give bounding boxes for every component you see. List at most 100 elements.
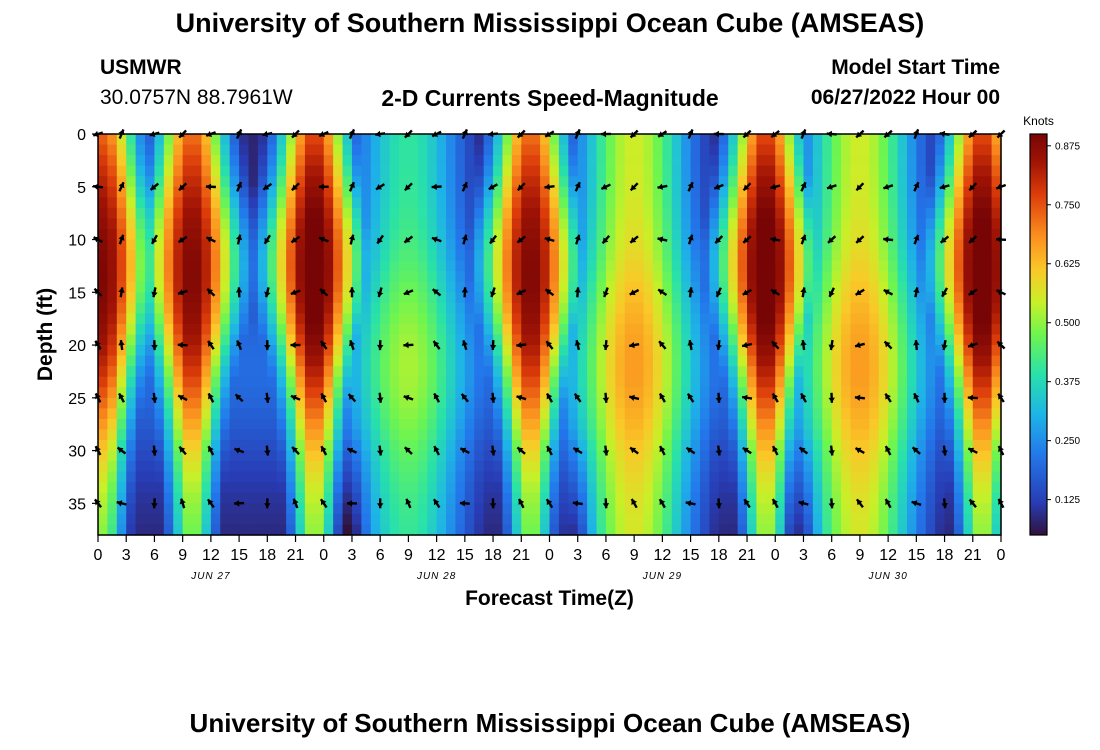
heatmap-cell [276, 387, 287, 399]
heatmap-cell [775, 450, 786, 462]
heatmap-cell [483, 271, 494, 283]
heatmap-cell [98, 429, 109, 441]
heatmap-cell [577, 471, 588, 483]
heatmap-cell [239, 471, 250, 483]
heatmap-cell [145, 250, 156, 262]
heatmap-cell [436, 271, 447, 283]
heatmap-cell [257, 450, 268, 462]
heatmap-cell [916, 165, 927, 177]
heatmap-cell [399, 524, 410, 536]
heatmap-cell [577, 408, 588, 420]
heatmap-cell [953, 186, 964, 198]
heatmap-cell [399, 197, 410, 209]
heatmap-cell [897, 345, 908, 357]
heatmap-cell [972, 387, 983, 399]
current-vector [546, 445, 553, 456]
heatmap-cell [333, 482, 344, 494]
heatmap-cell [98, 260, 109, 272]
current-vector [151, 392, 158, 403]
heatmap-cell [511, 165, 522, 177]
vector-head [320, 341, 327, 347]
heatmap-cell [812, 461, 823, 473]
heatmap-cell [681, 450, 692, 462]
heatmap-cell [662, 429, 673, 441]
heatmap-cell [615, 482, 626, 494]
heatmap-cell [248, 345, 259, 357]
heatmap-cell [568, 165, 579, 177]
heatmap-cell [747, 366, 758, 378]
heatmap-cell [502, 155, 513, 167]
heatmap-cell [737, 513, 748, 526]
heatmap-cell [220, 408, 231, 420]
heatmap-cell [925, 323, 936, 336]
heatmap-cell [182, 450, 193, 462]
heatmap-cell [267, 250, 278, 262]
current-vector [967, 288, 978, 297]
heatmap-cell [662, 503, 673, 515]
heatmap-cell [812, 228, 823, 241]
heatmap-cell [314, 250, 325, 262]
heatmap-cell [747, 323, 758, 336]
heatmap-cell [229, 228, 240, 241]
heatmap-cell [351, 260, 362, 272]
heatmap-cell [841, 366, 852, 378]
heatmap-cell [700, 408, 711, 420]
current-vector [431, 236, 442, 243]
heatmap-cell [831, 334, 842, 346]
heatmap-cell [775, 482, 786, 494]
heatmap-cell [784, 334, 795, 346]
heatmap-cell [803, 155, 814, 167]
heatmap-cell [841, 197, 852, 209]
heatmap-cell [953, 239, 964, 251]
heatmap-cell [925, 207, 936, 220]
heatmap-cell [210, 503, 221, 515]
heatmap-cell [822, 144, 833, 156]
heatmap-cell [107, 239, 118, 251]
heatmap-cell [869, 250, 880, 262]
heatmap-cell [888, 250, 899, 262]
heatmap-cell [248, 207, 259, 220]
heatmap-cell [304, 197, 315, 209]
heatmap-cell [963, 281, 974, 293]
heatmap-cell [963, 260, 974, 272]
heatmap-cell [615, 450, 626, 462]
heatmap-cell [135, 524, 146, 536]
heatmap-cell [323, 323, 334, 336]
heatmap-cell [192, 313, 203, 325]
current-vector [290, 341, 301, 349]
heatmap-cell [342, 334, 353, 346]
heatmap-cell [323, 155, 334, 167]
heatmap-cell [662, 387, 673, 399]
heatmap-cell [323, 376, 334, 388]
current-vector [941, 498, 948, 509]
heatmap-cell [662, 228, 673, 241]
heatmap-cell [126, 471, 137, 483]
heatmap-cell [173, 313, 184, 325]
heatmap-cell [267, 397, 278, 409]
current-vector [459, 500, 470, 507]
heatmap-cell [953, 418, 964, 431]
vector-head [377, 344, 384, 351]
heatmap-cell [869, 334, 880, 346]
heatmap-cell [201, 440, 212, 452]
heatmap-cell [700, 250, 711, 262]
heatmap-cell [455, 197, 466, 209]
heatmap-cell [859, 302, 870, 314]
heatmap-cell [417, 513, 428, 526]
heatmap-cell [972, 228, 983, 241]
current-vector [489, 392, 497, 403]
heatmap-cell [794, 397, 805, 409]
heatmap-cell [643, 376, 654, 388]
heatmap-cell [558, 503, 569, 515]
heatmap-cell [944, 228, 955, 241]
heatmap-cell [540, 440, 551, 452]
heatmap-cell [897, 408, 908, 420]
heatmap-cell [681, 513, 692, 526]
heatmap-cell [718, 144, 729, 156]
heatmap-cell [126, 492, 137, 504]
heatmap-cell [464, 239, 475, 251]
heatmap-cell [483, 250, 494, 262]
heatmap-cell [436, 155, 447, 167]
heatmap-cell [483, 482, 494, 494]
heatmap-cell [380, 155, 391, 167]
